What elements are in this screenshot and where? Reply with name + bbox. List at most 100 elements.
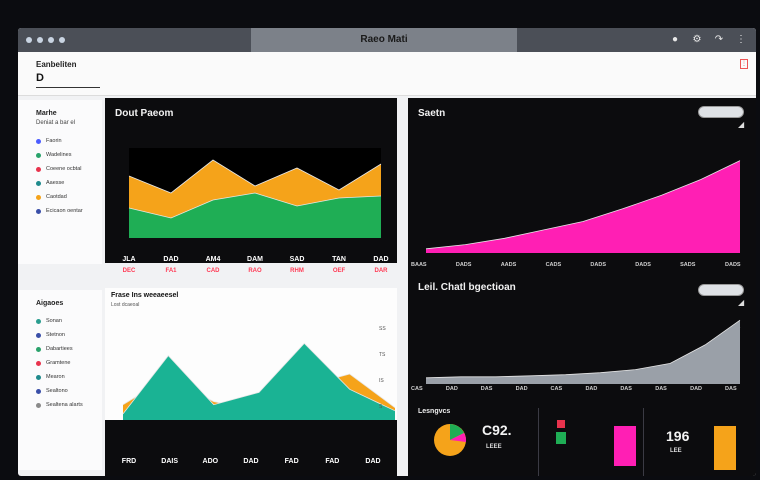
axis-label: DAM — [247, 256, 263, 263]
fullscreen-dot[interactable] — [59, 37, 65, 43]
refresh-icon[interactable]: ● — [671, 34, 679, 45]
sidebar-item[interactable]: Sonan — [36, 318, 62, 324]
axis-label: SADS — [680, 262, 696, 268]
legend-dot-icon — [36, 166, 41, 172]
series-line-1 — [128, 192, 382, 219]
app-name: Eanbeliten — [36, 60, 77, 69]
area-series-1 — [129, 193, 381, 238]
minimize-dot[interactable] — [37, 37, 43, 43]
sidebar-item[interactable]: Wadelines — [36, 152, 71, 158]
axis-label: DAR — [374, 268, 388, 274]
sidebar-item[interactable]: Aaesse — [36, 180, 64, 186]
axis-label: TS — [379, 352, 386, 358]
series-line-1 — [122, 342, 396, 415]
legend-dot-icon — [36, 318, 41, 324]
divider — [643, 408, 644, 476]
legend-dot-icon — [36, 194, 41, 200]
sidebar-item[interactable]: Caotdad — [36, 194, 67, 200]
series-line-0 — [425, 160, 741, 250]
maximize-dot[interactable] — [48, 37, 54, 43]
sidebar-item[interactable]: Stetnon — [36, 332, 65, 338]
axis-label: CADS — [545, 262, 562, 268]
kpi-sub: LEEE — [486, 444, 502, 450]
divider — [538, 408, 539, 476]
app-header: Eanbeliten D ⋮ — [18, 52, 756, 96]
sidebar-subheading: Deniat a bar el — [36, 120, 76, 126]
menu-icon[interactable]: ⋮ — [736, 34, 746, 45]
area-chart — [122, 342, 396, 420]
legend-dot-icon — [36, 360, 41, 366]
pie-slice — [450, 433, 467, 442]
legend-dot-icon — [36, 208, 41, 214]
sidebar-item[interactable]: Dabartiees — [36, 346, 73, 352]
mini-bar — [556, 432, 566, 444]
sidebar-item[interactable]: Coeene ocbtal — [36, 166, 81, 172]
sidebar-item[interactable]: Ecicaon oentar — [36, 208, 83, 214]
kpi-value: C92. — [482, 422, 512, 438]
axis-label: FA1 — [165, 268, 177, 274]
pie-slice — [450, 424, 464, 440]
area-chart — [128, 148, 382, 238]
filter-pill[interactable] — [698, 284, 744, 296]
filter-pill[interactable] — [698, 106, 744, 118]
legend-dot-icon — [36, 388, 41, 394]
sidebar-heading: Marhe — [36, 110, 57, 117]
axis-label: DAD — [585, 386, 598, 392]
axis-label: DAS — [725, 386, 737, 392]
pie-chart — [434, 424, 467, 456]
window-controls[interactable] — [26, 37, 65, 43]
axis-label: FRD — [121, 458, 137, 465]
page-title: D — [36, 72, 44, 84]
legend-dot-icon — [36, 346, 41, 352]
kpi-bar — [714, 426, 736, 470]
axis-label: RAO — [248, 268, 262, 274]
expand-icon[interactable]: ◢ — [738, 298, 745, 307]
more-icon[interactable]: ⋮ — [740, 59, 748, 69]
axis-label: IS — [379, 378, 384, 384]
share-icon[interactable]: ↷ — [714, 34, 724, 45]
sidebar-top: Marhe Deniat a bar el Faorin Wadelines C… — [18, 100, 102, 264]
sidebar-item[interactable]: Sealtena alarts — [36, 402, 83, 408]
axis-label: DAIS — [161, 458, 179, 465]
axis-label: DADS — [455, 262, 472, 268]
axis-label: AM4 — [205, 256, 221, 263]
axis-label: OEF — [332, 268, 346, 274]
axis-label: DAD — [243, 458, 259, 465]
settings-icon[interactable]: ⚙ — [692, 34, 702, 45]
axis-label: AADS — [500, 262, 517, 268]
sidebar-heading: Aigaoes — [36, 300, 64, 307]
axis-label: CAS — [550, 386, 563, 392]
mini-bar — [557, 420, 565, 428]
chart-panel-top-right: Saetn ◢ BAAS DADS AADS CADS DADS DADS SADS DADS — [408, 98, 756, 290]
axis-label: BAAS — [411, 262, 427, 268]
area-series-0 — [426, 160, 740, 253]
axis-label: DADS — [725, 262, 741, 268]
chart-panel-middle-right: Leil. Chatl bgectioan ◢ CAS DAD DAS DAD CAS D… — [408, 272, 756, 402]
legend-dot-icon — [36, 402, 41, 408]
sidebar-item[interactable]: Gramtene — [36, 360, 70, 366]
title-bar: Raeo Mati ● ⚙ ↷ ⋮ — [18, 28, 756, 52]
kpi-title: Lesngvcs — [418, 408, 451, 415]
legend-dot-icon — [36, 180, 41, 186]
axis-label: DAD — [690, 386, 703, 392]
axis-label: DAS — [480, 386, 493, 392]
sidebar-item[interactable]: Faorin — [36, 138, 62, 144]
axis-label: TAN — [332, 256, 346, 263]
kpi-sub: LEE — [670, 448, 682, 454]
expand-icon[interactable]: ◢ — [738, 120, 745, 129]
chart-title: Dout Paeom — [115, 108, 174, 119]
legend-dot-icon — [36, 138, 41, 144]
kpi-bar — [614, 426, 636, 466]
chart-subtitle: Lost dcaeoal — [111, 302, 140, 308]
window-title: Raeo Mati — [251, 28, 517, 52]
app-window: Raeo Mati ● ⚙ ↷ ⋮ Eanbeliten D ⋮ Marhe D… — [18, 28, 756, 476]
sidebar-item[interactable]: Mearon — [36, 374, 65, 380]
axis-label: FAD — [325, 458, 340, 465]
sidebar-item[interactable]: Sealtono — [36, 388, 68, 394]
axis-label: DAD — [365, 458, 381, 465]
close-dot[interactable] — [26, 37, 32, 43]
area-series-1 — [123, 343, 395, 420]
axis-label: SS — [379, 326, 386, 332]
legend-dot-icon — [36, 374, 41, 380]
axis-label: JLA — [122, 256, 136, 263]
